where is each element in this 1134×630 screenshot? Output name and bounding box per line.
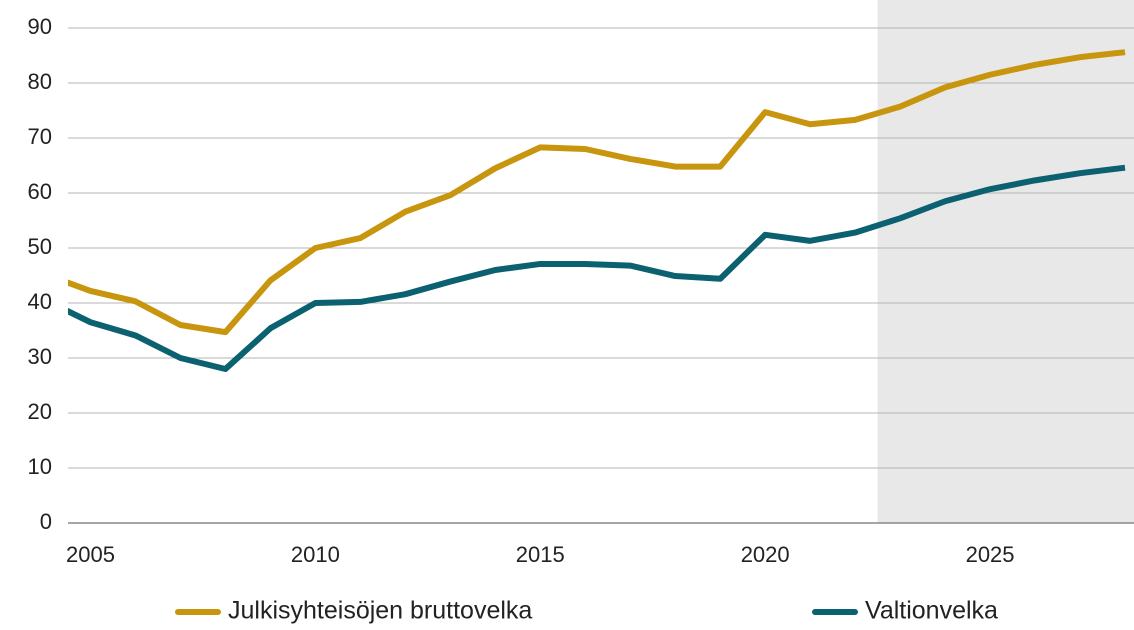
lines-layer [68, 49, 1126, 372]
x-tick-label: 2010 [291, 542, 340, 567]
y-tick-label: 60 [28, 179, 52, 204]
y-tick-label: 10 [28, 454, 52, 479]
y-tick-label: 50 [28, 234, 52, 259]
legend-label: Valtionvelka [865, 597, 998, 625]
y-tick-label: 30 [28, 344, 52, 369]
legend-label: Julkisyhteisöjen bruttovelka [228, 597, 532, 625]
x-tick-label: 2020 [741, 542, 790, 567]
x-tick-label: 2015 [516, 542, 565, 567]
y-tick-label: 20 [28, 399, 52, 424]
y-tick-label: 70 [28, 124, 52, 149]
series-line [68, 164, 1126, 372]
x-tick-label: 2005 [66, 542, 115, 567]
background-layer [877, 0, 1134, 523]
x-tick-label: 2025 [966, 542, 1015, 567]
axis-layer: 0 10 20 30 40 50 60 70 80 90 2005 2010 2015 2020 2025 J… [28, 14, 1134, 625]
grid-layer [68, 27, 1134, 469]
y-tick-label: 0 [40, 509, 52, 534]
forecast-shade [877, 0, 1134, 523]
series-line [68, 49, 1126, 336]
y-tick-label: 90 [28, 14, 52, 39]
y-tick-label: 80 [28, 69, 52, 94]
y-tick-label: 40 [28, 289, 52, 314]
